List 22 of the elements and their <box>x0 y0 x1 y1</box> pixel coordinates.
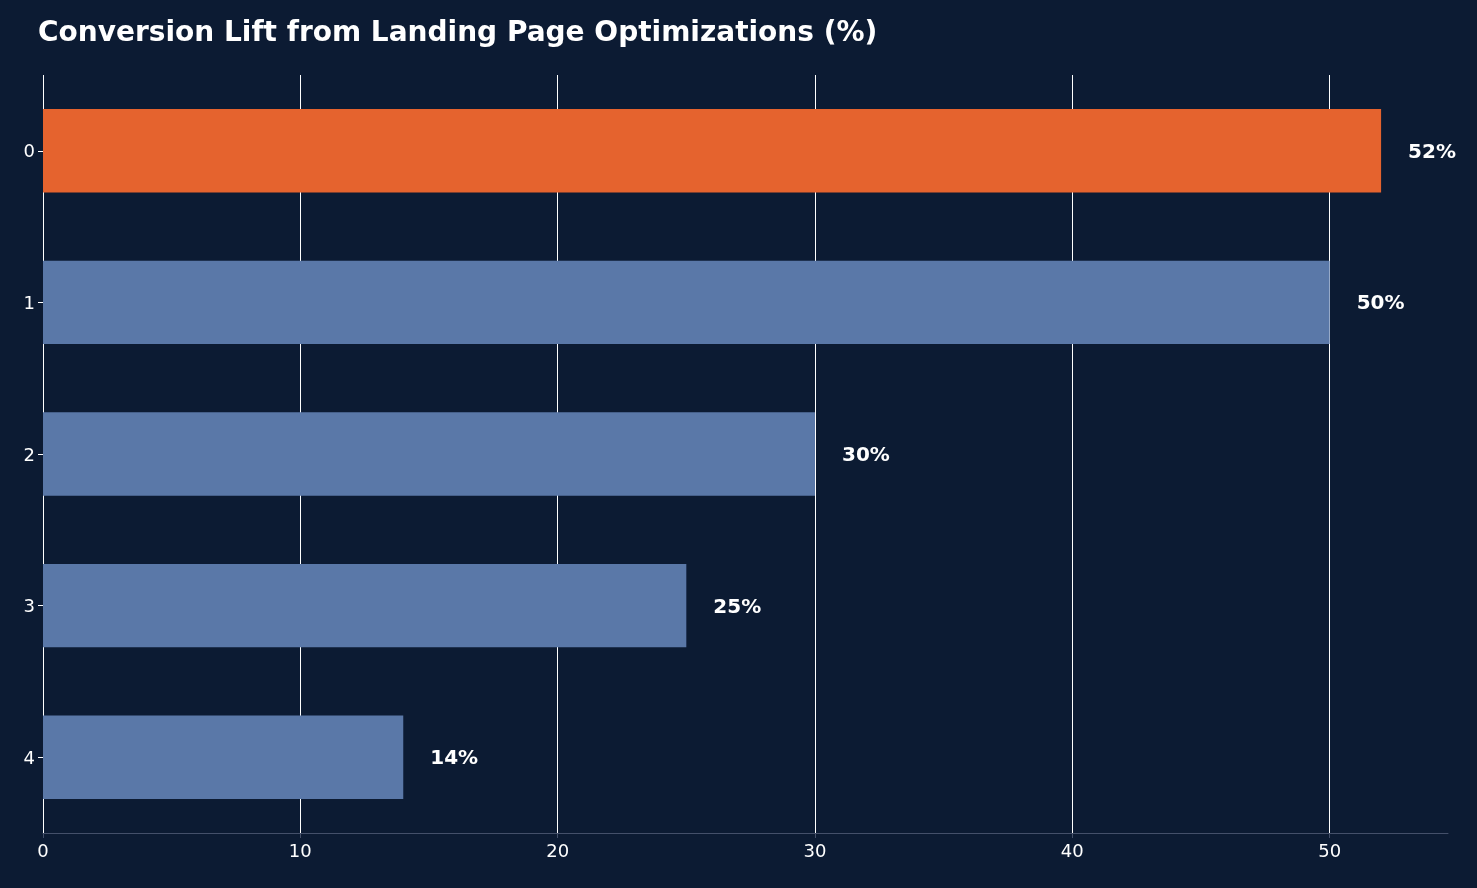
bar <box>43 563 687 648</box>
y-tick-label: 1 <box>23 291 35 313</box>
y-tick-label: 0 <box>23 140 35 162</box>
data-label: 14% <box>430 745 479 770</box>
bar <box>43 412 815 496</box>
bar <box>43 260 1330 345</box>
x-tick-label: 50 <box>1318 839 1342 861</box>
x-tick-label: 20 <box>546 839 570 861</box>
x-tick-label: 0 <box>37 839 49 861</box>
data-label: 52% <box>1408 138 1456 163</box>
chart-title: Conversion Lift from Landing Page Optimizations (%) <box>38 14 878 48</box>
x-tick-label: 10 <box>288 839 312 861</box>
data-label: 50% <box>1356 290 1405 315</box>
x-tick-label: 30 <box>803 839 827 861</box>
bar <box>43 109 1382 193</box>
y-tick-label: 3 <box>23 595 35 617</box>
bar <box>43 715 404 799</box>
x-tick-label: 40 <box>1060 839 1084 861</box>
y-tick-label: 2 <box>23 443 35 465</box>
data-label: 25% <box>713 593 762 618</box>
y-tick-label: 4 <box>23 746 35 768</box>
data-label: 30% <box>841 442 890 466</box>
